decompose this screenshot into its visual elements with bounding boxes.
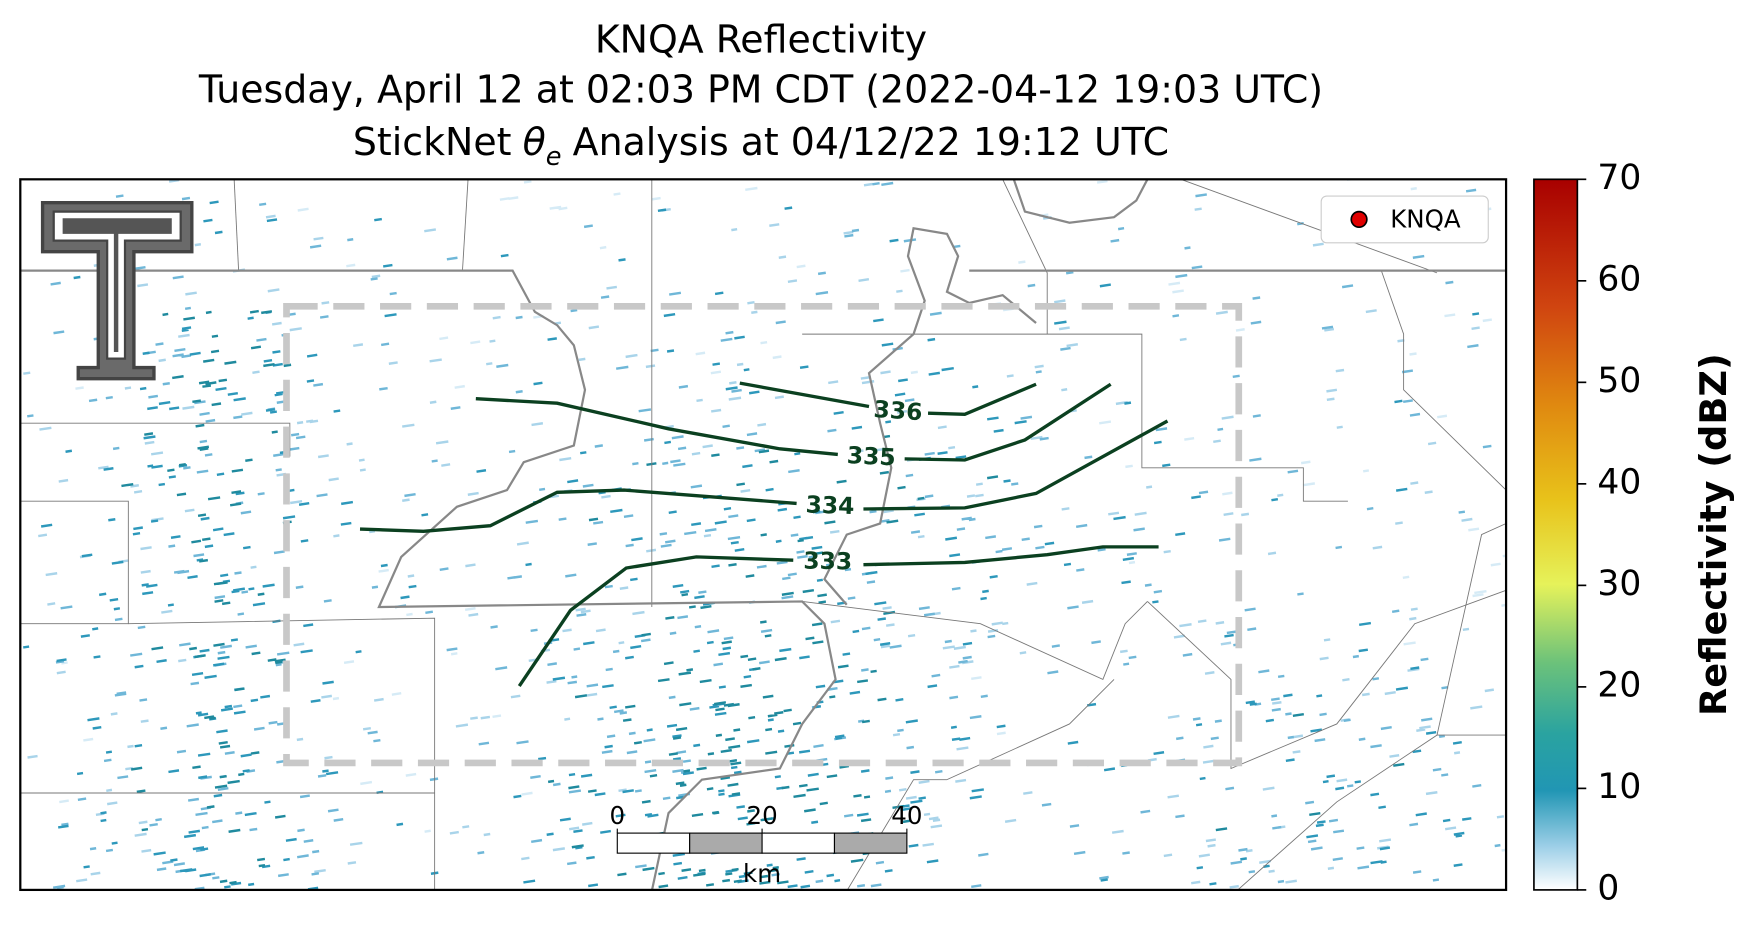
contour-line xyxy=(904,382,1112,462)
colorbar-tick-label: 60 xyxy=(1597,259,1641,299)
colorbar-tick-label: 0 xyxy=(1597,868,1619,908)
analysis-domain xyxy=(283,302,1243,767)
colorbar-label: Reflectivity (dBZ) xyxy=(1692,353,1735,716)
title-text: Analysis at 04/12/22 19:12 UTC xyxy=(573,120,1169,164)
scale-tick-label: 20 xyxy=(746,801,777,830)
contour-line xyxy=(739,381,870,409)
contour-line xyxy=(475,397,838,457)
scale-tick-label: 0 xyxy=(609,801,625,830)
title-line: KNQA Reflectivity xyxy=(595,17,927,61)
legend-label: KNQA xyxy=(1390,205,1461,234)
legend-marker xyxy=(1350,210,1368,229)
legend-box xyxy=(1320,195,1489,244)
scale-bar: 0 20 40 km xyxy=(609,801,922,888)
title-text: StickNet xyxy=(353,120,512,164)
scale-unit: km xyxy=(743,859,781,888)
contour-line xyxy=(927,382,1037,417)
contour-label: 335 xyxy=(846,441,896,472)
radar-echoes xyxy=(23,179,1507,890)
scale-segment xyxy=(833,832,908,854)
map-frame xyxy=(19,178,1508,892)
colorbar xyxy=(1533,178,1579,891)
contour-line xyxy=(359,488,797,533)
scale-segment xyxy=(616,832,691,854)
contour-label: 334 xyxy=(805,490,855,520)
colorbar-ticks: 0 10 20 30 40 50 60 70 xyxy=(1577,158,1641,908)
colorbar-tick-label: 50 xyxy=(1597,361,1641,401)
logo xyxy=(40,201,194,381)
contour-label: 336 xyxy=(873,395,924,426)
radar-echo xyxy=(27,179,1501,890)
contour-line xyxy=(517,555,794,688)
colorbar-tick-label: 20 xyxy=(1597,665,1641,705)
theta-symbol: θ xyxy=(523,120,546,164)
contour-line xyxy=(863,545,1159,567)
theta-subscript: e xyxy=(546,142,562,172)
colorbar-tick-label: 40 xyxy=(1597,462,1641,502)
colorbar-tick-label: 30 xyxy=(1597,564,1641,604)
scale-segment xyxy=(689,832,763,854)
colorbar-tick-label: 70 xyxy=(1597,158,1641,198)
colorbar-tick-label: 10 xyxy=(1597,767,1641,807)
scale-segment xyxy=(761,832,836,854)
contour-label: 333 xyxy=(803,547,852,576)
scale-tick-label: 40 xyxy=(891,801,922,830)
radar-echo xyxy=(23,200,1480,890)
radar-echo xyxy=(23,179,1505,889)
radar-echo xyxy=(121,309,1405,889)
contours xyxy=(359,381,1169,688)
contour-line xyxy=(863,419,1169,511)
title-line: StickNet θe Analysis at 04/12/22 19:12 UTC xyxy=(353,120,1169,172)
map: 336 335 334 333 0 20 40 km KNQA xyxy=(20,179,1507,890)
legend: KNQA xyxy=(1320,195,1489,244)
title-line: Tuesday, April 12 at 02:03 PM CDT (2022-… xyxy=(198,67,1323,111)
